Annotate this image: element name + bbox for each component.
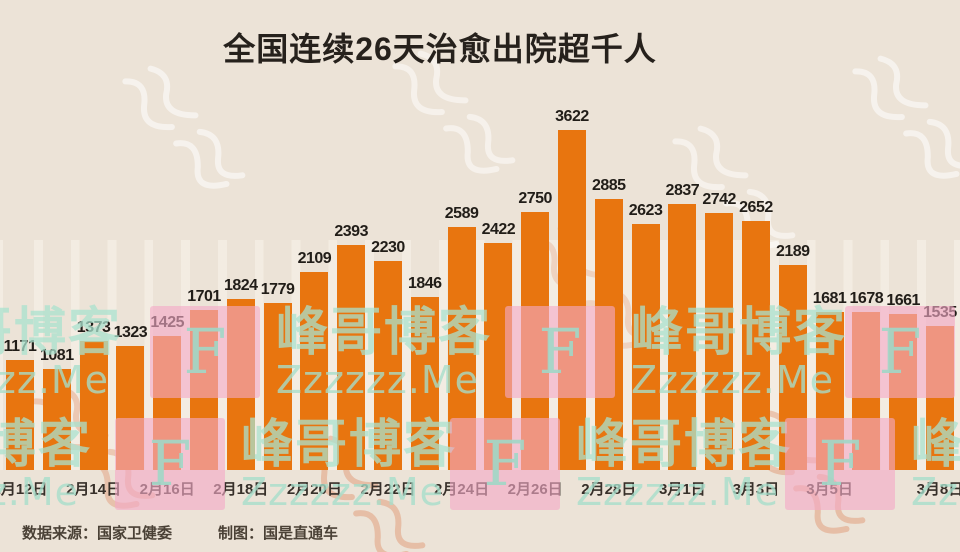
bar xyxy=(557,130,586,470)
bar-value-label: 2589 xyxy=(444,205,479,222)
bar-cell: 1681 3月5日 xyxy=(806,130,853,498)
bar-cell: 1661 xyxy=(886,130,920,470)
bar-cell: 1373 2月14日 xyxy=(66,130,121,498)
bar-cell: 1701 xyxy=(187,130,221,470)
bar-cell: 2393 xyxy=(334,130,368,470)
bar-value-label: 2230 xyxy=(371,239,405,256)
bar xyxy=(631,224,660,470)
bar xyxy=(373,261,402,470)
bar-chart: 11712月12日108113732月14日132314252月16日17011… xyxy=(0,108,960,498)
bar-value-label: 1171 xyxy=(3,338,37,355)
bar-cell: 1081 xyxy=(40,130,74,470)
bar-cell: 2589 2月24日 xyxy=(434,130,489,498)
bar xyxy=(42,369,71,470)
bar xyxy=(6,360,34,470)
bar-value-label: 2885 xyxy=(591,177,626,194)
bar-value-label: 1824 xyxy=(223,277,258,294)
bar xyxy=(447,227,476,470)
watermark-site-text: Zzzzzz.Me xyxy=(241,469,445,514)
x-axis-tick-label: 2月22日 xyxy=(360,481,416,498)
bar-cell: 2652 3月3日 xyxy=(733,130,780,498)
bar-value-label: 1081 xyxy=(40,347,74,364)
x-axis-tick-label: 2月26日 xyxy=(507,481,563,498)
bar-cell: 1535 3月8日 xyxy=(917,130,960,498)
bar-value-label: 2623 xyxy=(628,202,663,219)
page-title: 全国连续26天治愈出院超千人 xyxy=(223,31,657,67)
bar-cell: 2742 xyxy=(702,130,736,470)
x-axis-tick-label: 2月18日 xyxy=(213,481,269,498)
x-axis-tick-label: 2月12日 xyxy=(0,481,48,498)
bar xyxy=(815,312,844,470)
bar-value-label: 1701 xyxy=(187,288,221,305)
bar xyxy=(705,213,734,470)
bar xyxy=(925,326,954,470)
bar-cell: 2623 xyxy=(628,130,663,470)
bar xyxy=(116,346,145,470)
bar xyxy=(778,265,807,470)
x-axis-tick-label: 2月16日 xyxy=(139,481,195,498)
bar-value-label: 2393 xyxy=(334,223,368,240)
data-source-label: 数据来源：国家卫健委 xyxy=(22,525,173,542)
bar-cell: 2189 xyxy=(775,130,810,470)
bar xyxy=(484,243,513,470)
bar-value-label: 2742 xyxy=(702,191,736,208)
bar-value-label: 1535 xyxy=(923,304,957,321)
bar-cell: 1171 2月12日 xyxy=(0,130,48,498)
bar-value-label: 2652 xyxy=(739,199,773,216)
bar xyxy=(226,299,255,470)
chart-credit-label: 制图：国是直通车 xyxy=(218,525,339,542)
bar-cell: 1425 2月16日 xyxy=(140,130,195,498)
x-axis-tick-label: 2月20日 xyxy=(286,481,342,498)
bar-cell: 2885 2月28日 xyxy=(581,130,636,498)
x-axis-tick-label: 3月5日 xyxy=(806,481,853,498)
bar xyxy=(594,199,623,470)
bar-value-label: 2422 xyxy=(481,221,516,238)
bar-cell: 1323 xyxy=(114,130,148,470)
bar-value-label: 1678 xyxy=(849,290,884,307)
bar-value-label: 3622 xyxy=(555,108,589,125)
x-axis-tick-label: 3月3日 xyxy=(732,481,780,498)
bar-value-label: 2750 xyxy=(518,190,552,207)
x-axis-tick-label: 2月28日 xyxy=(581,481,637,498)
bar-value-label: 1846 xyxy=(407,275,442,292)
x-axis-tick-label: 2月24日 xyxy=(434,481,490,498)
bar-cell: 1846 xyxy=(407,130,442,470)
bar xyxy=(741,221,770,470)
bar xyxy=(79,341,108,470)
bar-cell: 2422 xyxy=(482,130,516,470)
x-axis-tick-label: 3月1日 xyxy=(659,481,706,498)
bar xyxy=(189,310,218,470)
bar-value-label: 1661 xyxy=(886,292,920,309)
bar xyxy=(300,272,329,470)
bar xyxy=(852,312,881,470)
bar-cell: 2109 2月20日 xyxy=(287,130,342,498)
bar-value-label: 2109 xyxy=(297,250,332,267)
x-axis-tick-label: 3月8日 xyxy=(916,481,960,498)
bar-cell: 3622 xyxy=(555,108,589,470)
bar xyxy=(153,336,182,470)
bar-value-label: 2189 xyxy=(775,243,810,260)
bar-value-label: 2837 xyxy=(665,182,700,199)
bar-cell: 2837 3月1日 xyxy=(659,130,706,498)
bar xyxy=(263,303,292,470)
bar xyxy=(410,297,439,470)
bar-value-label: 1323 xyxy=(113,324,148,341)
bar xyxy=(668,204,697,470)
bar-cell: 2750 2月26日 xyxy=(508,130,563,498)
bar-cell: 2230 2月22日 xyxy=(360,130,415,498)
bar-cell: 1678 xyxy=(850,130,884,470)
bar-value-label: 1373 xyxy=(76,319,111,336)
bar-value-label: 1779 xyxy=(260,281,295,298)
bar-cell: 1824 2月18日 xyxy=(213,130,268,498)
bar-cell: 1779 xyxy=(260,130,295,470)
bar xyxy=(889,314,918,470)
footer: 数据来源：国家卫健委 制图：国是直通车 xyxy=(22,522,338,543)
bar xyxy=(521,212,550,470)
bar xyxy=(337,245,366,470)
bar-value-label: 1681 xyxy=(812,290,847,307)
bar-value-label: 1425 xyxy=(150,314,184,331)
x-axis-tick-label: 2月14日 xyxy=(66,481,122,498)
